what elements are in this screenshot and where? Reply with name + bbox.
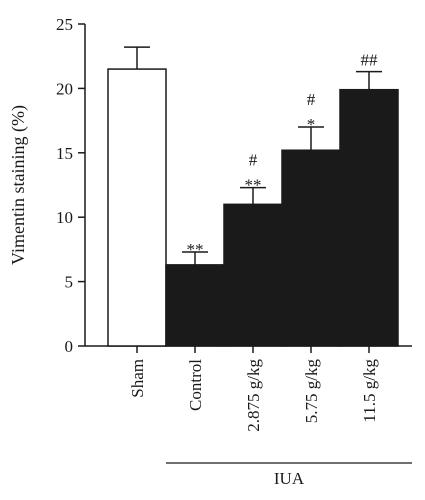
significance-asterisk: ** — [245, 176, 262, 195]
significance-hash: # — [307, 90, 316, 109]
bar-control — [165, 264, 225, 347]
y-ticks: 0 5 10 15 20 25 — [56, 15, 85, 356]
bar-11-5-g-kg — [339, 88, 399, 347]
bar-5-75-g-kg — [281, 149, 341, 347]
y-tick-label: 25 — [56, 15, 73, 34]
x-category-label: Control — [186, 359, 205, 411]
x-category-label: 2.875 g/kg — [244, 359, 263, 432]
significance-asterisk: ** — [187, 240, 204, 259]
significance-annotations: ****#*### — [187, 51, 379, 259]
group-label: IUA — [274, 469, 305, 488]
significance-hash: # — [249, 151, 258, 170]
x-ticks: Sham Control 2.875 g/kg 5.75 g/kg 11.5 g/kg — [128, 346, 379, 432]
bar-sham — [107, 68, 167, 347]
y-tick-label: 5 — [65, 273, 74, 292]
y-tick-label: 20 — [56, 79, 73, 98]
significance-hash: ## — [361, 51, 379, 70]
x-category-label: Sham — [128, 359, 147, 398]
y-axis-label: Vimentin staining (%) — [8, 105, 29, 265]
y-tick-label: 0 — [65, 337, 74, 356]
x-category-label: 5.75 g/kg — [302, 359, 321, 424]
x-category-label: 11.5 g/kg — [360, 359, 379, 423]
bar-2-875-g-kg — [223, 203, 283, 347]
significance-asterisk: * — [307, 115, 316, 134]
bars — [107, 46, 399, 347]
y-tick-label: 10 — [56, 208, 73, 227]
y-tick-label: 15 — [56, 144, 73, 163]
